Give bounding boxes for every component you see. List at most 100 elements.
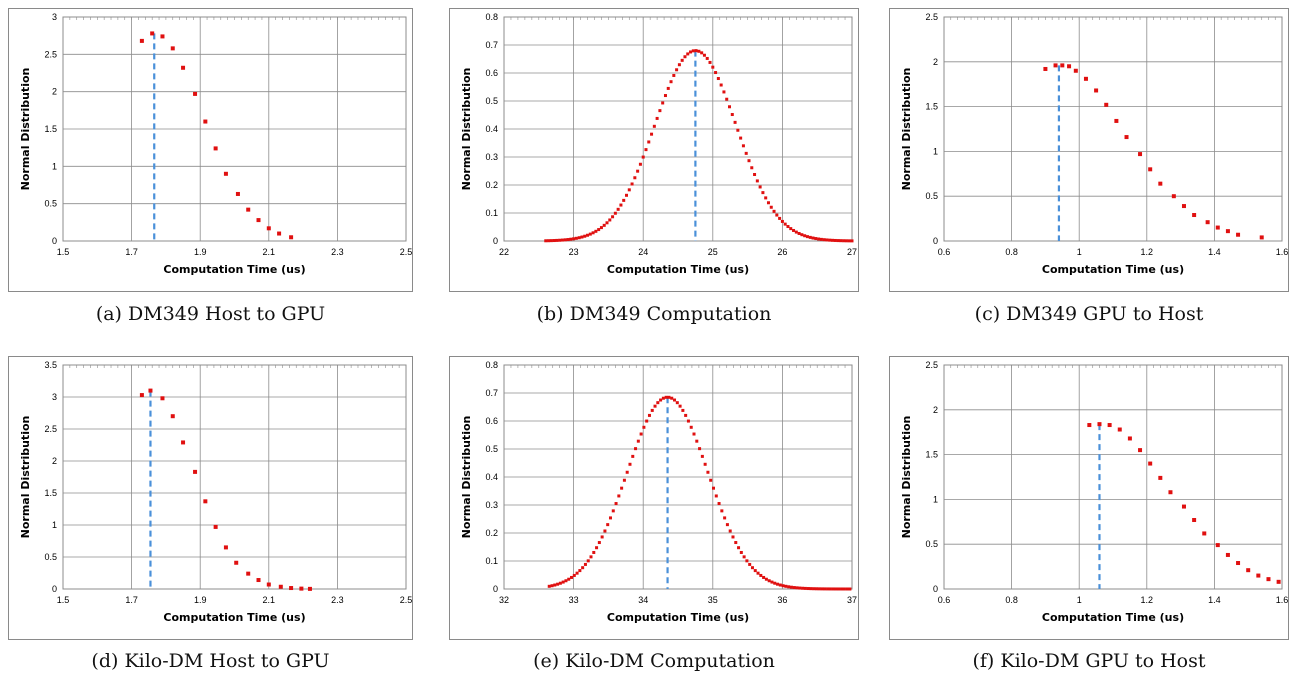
x-tick-label: 35 [708,595,718,605]
chart-dm349-computation: 0 0.1 0.2 0.3 0.4 0.5 0.6 0.7 0.8 22 23 24 25 26 27 Com… [449,8,859,292]
data-point [631,454,635,458]
data-point [778,216,782,220]
data-point [837,587,841,591]
data-point [1181,204,1186,209]
data-point [1087,423,1092,428]
caption-dm349-computation: (b) DM349 Computation [536,303,772,325]
data-point [669,80,673,84]
data-point [1158,475,1163,480]
x-tick-label: 2.3 [331,247,344,257]
x-tick-label: 0.6 [938,247,951,257]
data-point [555,238,559,242]
data-point [739,136,743,140]
data-point [1158,181,1163,186]
data-point [776,582,780,586]
data-point [711,486,715,490]
data-point [828,587,832,591]
chart-svg: 0 0.1 0.2 0.3 0.4 0.5 0.6 0.7 0.8 32 33 34 35 36 37 Com… [460,360,857,624]
data-point [806,587,810,591]
data-point [150,31,155,36]
data-point [639,432,643,436]
chart-kilo-dm-computation: 0 0.1 0.2 0.3 0.4 0.5 0.6 0.7 0.8 32 33 34 35 36 37 Com… [449,356,859,640]
data-point [780,219,784,223]
data-point [745,559,749,563]
data-point [716,77,720,81]
chart-dm349-gpu-to-host: 0 0.5 1 1.5 2 2.5 0.6 0.8 1 1.2 1.4 1.6 Computation … [889,8,1289,292]
y-axis-title: Normal Distribution [19,68,32,191]
data-point [553,583,557,587]
data-point [622,478,626,482]
data-point [731,535,735,539]
data-point [769,205,773,209]
y-tick-label: 2 [52,456,57,466]
y-tick-label: 0.5 [44,552,57,562]
x-tick-label: 2.3 [331,595,344,605]
y-tick-label: 1.5 [44,488,57,498]
data-point [181,65,186,70]
x-tick-label: 1.2 [1141,247,1154,257]
data-point [794,230,798,234]
data-point [756,571,760,575]
data-point [1256,573,1261,578]
data-point [1276,579,1281,584]
data-point [723,516,727,520]
x-axis-title: Computation Time (us) [1042,263,1184,276]
data-point [850,239,854,243]
y-tick-label: 0.5 [485,96,498,106]
data-point [289,235,294,240]
data-point [597,228,601,232]
data-point [697,49,701,53]
data-point [700,51,704,55]
x-tick-label: 1 [1077,247,1082,257]
data-point [213,146,218,151]
data-point [552,239,556,243]
x-axis-title: Computation Time (us) [163,611,305,624]
data-point [844,239,848,243]
y-tick-label: 2.5 [44,424,57,434]
data-point [664,395,668,399]
data-point [673,398,677,402]
data-point [1225,552,1230,557]
y-tick-label: 3 [52,12,57,22]
data-point [1215,543,1220,548]
data-point [1192,213,1197,218]
data-point [817,587,821,591]
data-point [289,586,294,591]
plot-area [943,16,1283,242]
data-point [1060,63,1065,68]
data-point [588,232,592,236]
data-point [820,587,824,591]
data-point [789,227,793,231]
data-point [1083,76,1088,81]
y-tick-label: 0.5 [485,444,498,454]
y-axis-title: Normal Distribution [19,416,32,539]
data-point [703,462,707,466]
data-point [581,566,585,570]
data-point [684,413,688,417]
data-point [556,582,560,586]
data-point [592,550,596,554]
x-axis-title: Computation Time (us) [1042,611,1184,624]
data-point [667,395,671,399]
y-tick-label: 1 [52,161,57,171]
y-axis-title: Normal Distribution [460,416,473,539]
data-point [803,586,807,590]
data-point [691,49,695,53]
data-point [730,113,734,117]
x-tick-label: 0.6 [938,595,951,605]
data-point [636,169,640,173]
data-point [822,238,826,242]
data-point [709,478,713,482]
data-point [577,236,581,240]
data-point [608,516,612,520]
data-point [773,581,777,585]
data-point [744,151,748,155]
data-point [628,462,632,466]
data-point [725,97,729,101]
data-point [741,144,745,148]
data-point [795,586,799,590]
data-point [753,569,757,573]
data-point [675,401,679,405]
data-point [698,447,702,451]
data-point [620,486,624,490]
